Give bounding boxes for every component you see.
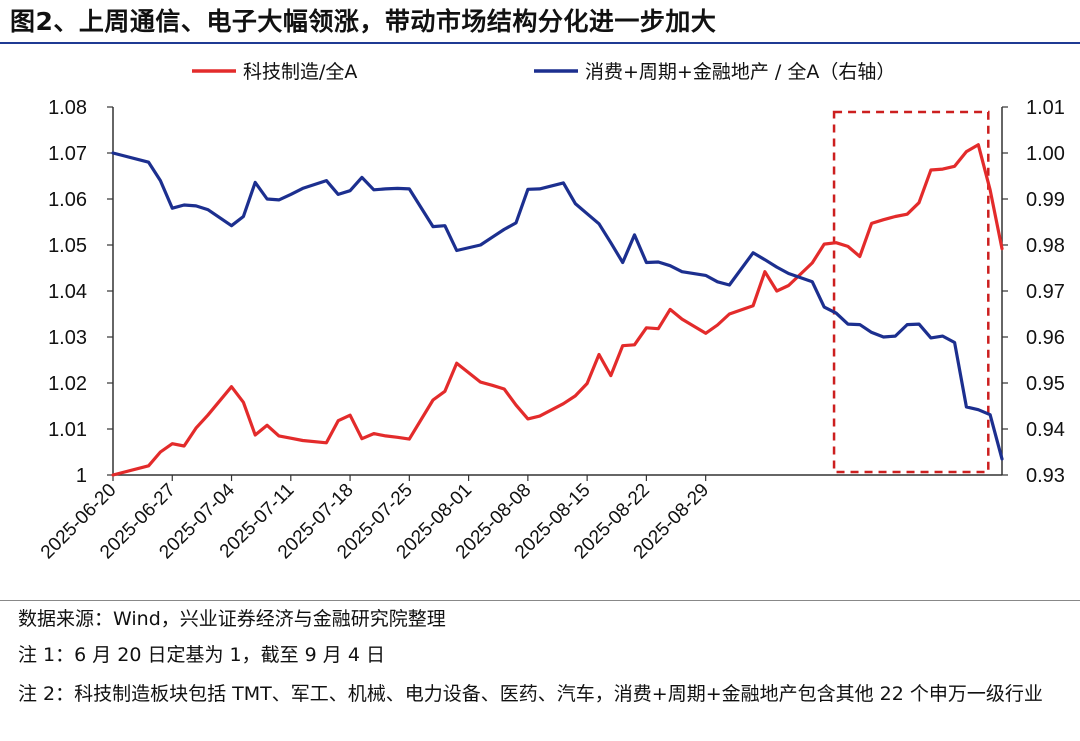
- series-line-tech: [111, 143, 1004, 477]
- y-right-tick-label: 0.95: [1026, 373, 1065, 395]
- y-left-tick-label: 1.02: [48, 373, 87, 395]
- y-right-tick-label: 1.00: [1026, 143, 1065, 165]
- footer-divider: [0, 600, 1080, 601]
- y-right-tick-label: 0.97: [1026, 281, 1065, 303]
- note-2: 注 2：科技制造板块包括 TMT、军工、机械、电力设备、医药、汽车，消费+周期+…: [18, 683, 1043, 705]
- series-line-consumer: [111, 151, 1004, 461]
- legend-label-tech: 科技制造/全A: [243, 61, 357, 83]
- y-left-tick-label: 1.06: [48, 189, 87, 211]
- y-left-tick-label: 1.03: [48, 327, 87, 349]
- y-right-tick-label: 1.01: [1026, 97, 1065, 119]
- y-right-tick-label: 0.93: [1026, 465, 1065, 487]
- y-left-tick-label: 1.04: [48, 281, 87, 303]
- note-1: 注 1：6 月 20 日定基为 1，截至 9 月 4 日: [18, 644, 385, 666]
- y-left-tick-label: 1: [76, 465, 87, 487]
- y-left-tick-label: 1.08: [48, 97, 87, 119]
- title-divider: [0, 42, 1080, 44]
- y-right-tick-label: 0.96: [1026, 327, 1065, 349]
- y-left-tick-label: 1.05: [48, 235, 87, 257]
- y-right-tick-label: 0.94: [1026, 419, 1065, 441]
- y-left-tick-label: 1.07: [48, 143, 87, 165]
- y-left-tick-label: 1.01: [48, 419, 87, 441]
- line-chart: 1 1.01 1.02 1.03 1.04 1.05 1.06 1.07 1.08 0.93 0.9…: [37, 61, 1065, 563]
- data-source-note: 数据来源：Wind，兴业证券经济与金融研究院整理: [18, 608, 446, 630]
- chart-title: 图2、上周通信、电子大幅领涨，带动市场结构分化进一步加大: [10, 7, 717, 36]
- legend-label-consumer: 消费+周期+金融地产 / 全A（右轴）: [585, 61, 895, 83]
- highlight-box: [832, 110, 990, 474]
- y-right-tick-label: 0.98: [1026, 235, 1065, 257]
- y-right-tick-label: 0.99: [1026, 189, 1065, 211]
